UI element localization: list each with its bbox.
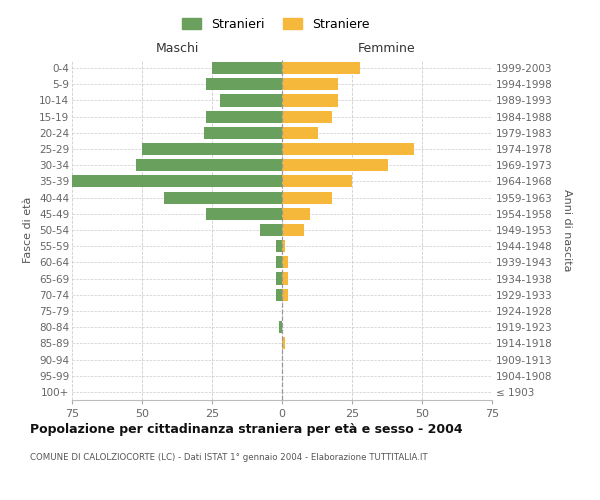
- Bar: [203, 127, 282, 139]
- Bar: [136, 159, 282, 172]
- Bar: [212, 62, 282, 74]
- Text: COMUNE DI CALOLZIOCORTE (LC) - Dati ISTAT 1° gennaio 2004 - Elaborazione TUTTITA: COMUNE DI CALOLZIOCORTE (LC) - Dati ISTA…: [30, 452, 428, 462]
- Bar: [206, 110, 282, 122]
- Bar: [282, 240, 285, 252]
- Text: Femmine: Femmine: [358, 42, 416, 55]
- Bar: [277, 256, 282, 268]
- Bar: [282, 192, 332, 203]
- Bar: [282, 94, 338, 106]
- Bar: [282, 62, 361, 74]
- Bar: [282, 110, 332, 122]
- Bar: [282, 143, 413, 155]
- Bar: [282, 272, 287, 284]
- Bar: [279, 321, 282, 333]
- Bar: [282, 78, 338, 90]
- Y-axis label: Fasce di età: Fasce di età: [23, 197, 34, 263]
- Bar: [282, 338, 285, 349]
- Text: Popolazione per cittadinanza straniera per età e sesso - 2004: Popolazione per cittadinanza straniera p…: [30, 422, 463, 436]
- Bar: [260, 224, 282, 236]
- Bar: [282, 127, 319, 139]
- Bar: [277, 240, 282, 252]
- Bar: [277, 288, 282, 301]
- Bar: [206, 208, 282, 220]
- Bar: [142, 143, 282, 155]
- Bar: [282, 176, 352, 188]
- Y-axis label: Anni di nascita: Anni di nascita: [562, 188, 572, 271]
- Bar: [164, 192, 282, 203]
- Bar: [72, 176, 282, 188]
- Bar: [277, 272, 282, 284]
- Bar: [282, 208, 310, 220]
- Bar: [220, 94, 282, 106]
- Legend: Stranieri, Straniere: Stranieri, Straniere: [178, 12, 374, 36]
- Text: Maschi: Maschi: [155, 42, 199, 55]
- Bar: [282, 288, 287, 301]
- Bar: [282, 159, 388, 172]
- Bar: [282, 256, 287, 268]
- Bar: [282, 224, 304, 236]
- Bar: [206, 78, 282, 90]
